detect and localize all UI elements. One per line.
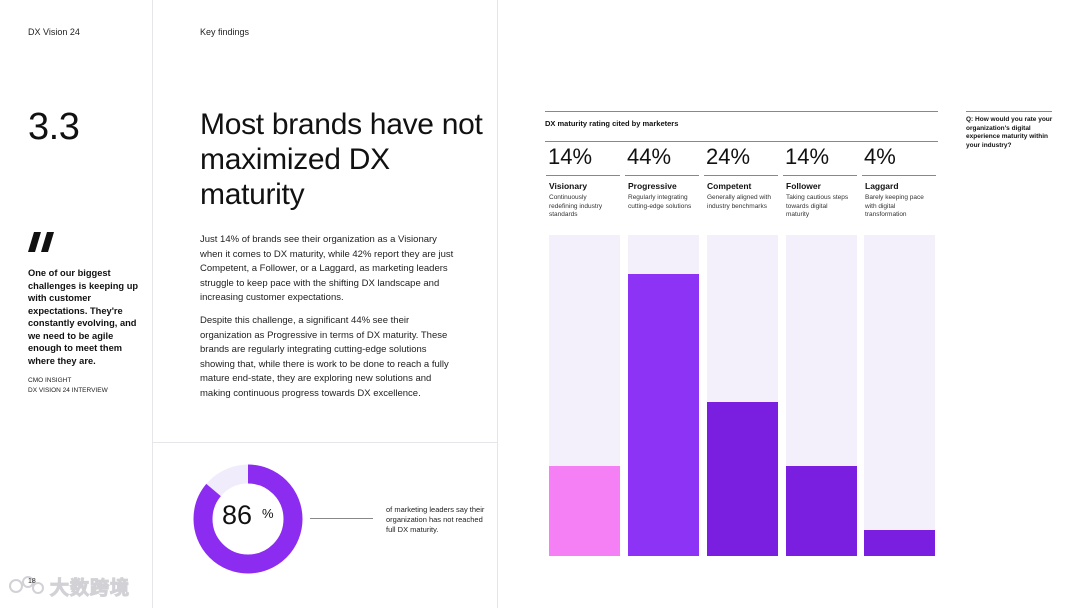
report-title: DX Vision 24: [28, 27, 80, 37]
category-label: Laggard: [865, 181, 899, 191]
category-label: Progressive: [628, 181, 677, 191]
stat-donut-chart: [193, 464, 303, 574]
stat-divider: [152, 442, 497, 443]
category-description: Taking cautious steps towards digital ma…: [786, 194, 849, 218]
quote-source: CMO INSIGHT DX VISION 24 INTERVIEW: [28, 376, 148, 395]
chart-header-rule: [545, 141, 938, 142]
category-label: Competent: [707, 181, 752, 191]
category-label: Visionary: [549, 181, 588, 191]
section-label: Key findings: [200, 27, 250, 37]
page-number: 18: [28, 578, 36, 585]
bar-value-label: 4%: [864, 144, 896, 169]
bar-track-competent: [707, 235, 778, 556]
column-rule: [862, 175, 936, 176]
question-rule: [966, 111, 1052, 112]
survey-question: Q: How would you rate your organization'…: [966, 116, 1053, 150]
bar-competent: [707, 402, 778, 556]
quote-mark-icon: [28, 232, 54, 252]
column-rule: [783, 175, 857, 176]
stat-value: 86: [222, 500, 253, 530]
column-rule: [546, 175, 620, 176]
bar-value-label: 14%: [548, 144, 593, 169]
bar-track-visionary: [549, 235, 620, 556]
category-label: Follower: [786, 181, 821, 191]
category-description: Generally aligned with industry benchmar…: [707, 194, 771, 210]
stat-caption: of marketing leaders say their organizat…: [386, 505, 485, 534]
watermark-logo-icon: [9, 576, 44, 594]
quote-source-line1: CMO INSIGHT: [28, 377, 72, 384]
watermark-text: 大数跨境: [49, 577, 131, 599]
quote-text: One of our biggest challenges is keeping…: [28, 268, 139, 366]
chart-top-rule: [545, 111, 938, 112]
body-paragraph-1: Just 14% of brands see their organizatio…: [200, 234, 454, 303]
body-paragraph-2: Despite this challenge, a significant 44…: [200, 315, 449, 399]
bar-progressive: [628, 274, 699, 556]
bar-follower: [786, 466, 857, 556]
column-rule: [704, 175, 778, 176]
chart-title: DX maturity rating cited by marketers: [545, 119, 679, 128]
column-rule: [625, 175, 699, 176]
bar-value-label: 24%: [706, 144, 751, 169]
quote-source-line2: DX VISION 24 INTERVIEW: [28, 386, 108, 394]
bar-track-laggard: [864, 235, 935, 556]
stat-connector-line: [310, 518, 373, 519]
bar-value-label: 44%: [627, 144, 672, 169]
page-headline: Most brands have not maximized DX maturi…: [200, 108, 483, 211]
bar-visionary: [549, 466, 620, 556]
column-divider-right: [497, 0, 498, 608]
category-description: Barely keeping pace with digital transfo…: [865, 194, 924, 218]
category-description: Continuously redefining industry standar…: [549, 194, 603, 218]
column-divider-left: [152, 0, 153, 608]
category-description: Regularly integrating cutting-edge solut…: [628, 194, 692, 210]
bar-track-follower: [786, 235, 857, 556]
bar-laggard: [864, 530, 935, 556]
watermark: 大数跨境: [8, 573, 130, 599]
donut-arc: [193, 464, 303, 574]
bar-value-label: 14%: [785, 144, 830, 169]
stat-unit: %: [262, 506, 274, 521]
bar-track-progressive: [628, 235, 699, 556]
section-number: 3.3: [28, 106, 80, 148]
